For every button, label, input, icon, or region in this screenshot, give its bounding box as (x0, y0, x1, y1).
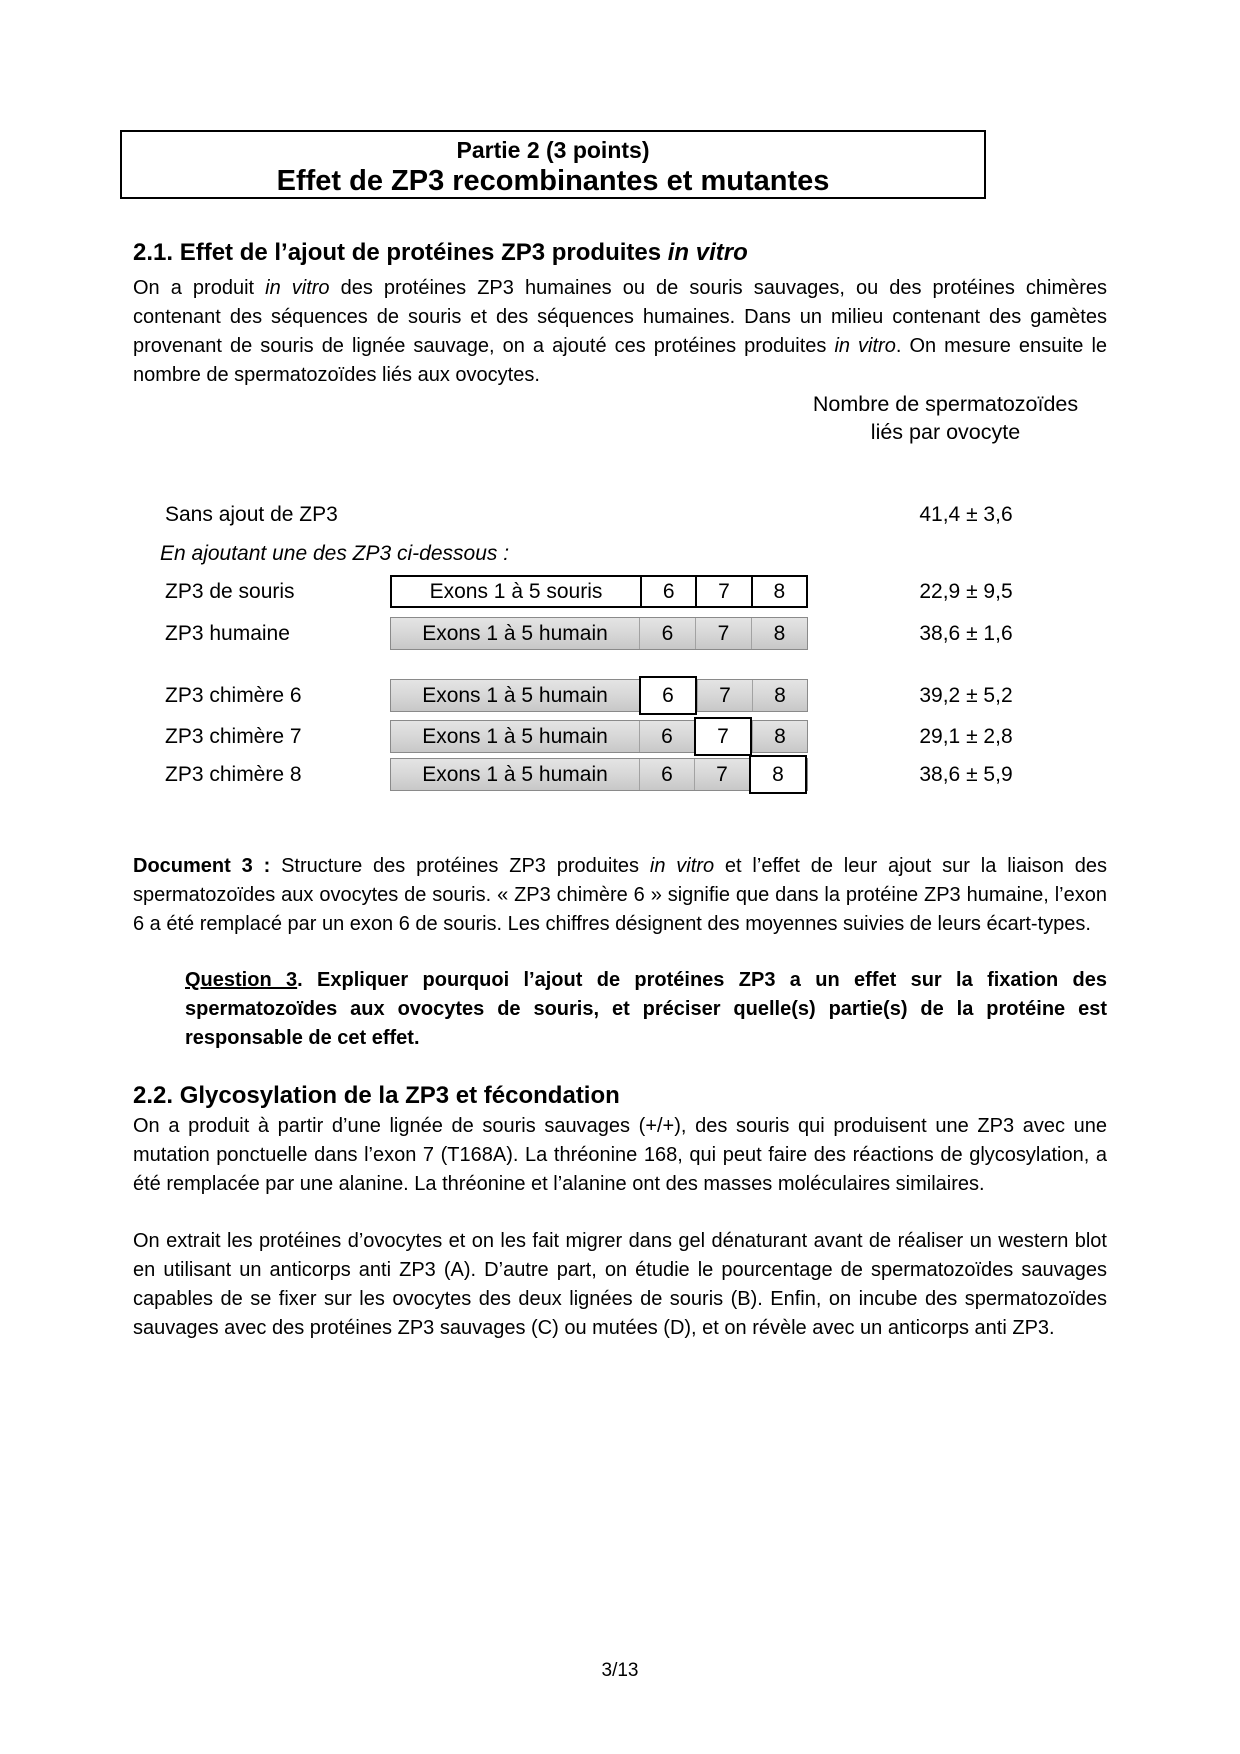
exon-bar: Exons 1 à 5 humain 6 7 8 (390, 755, 808, 794)
exon-cell-highlighted: 7 (694, 717, 752, 756)
question3-text: Question 3. Expliquer pourquoi l’ajout d… (185, 969, 1107, 1049)
baseline-value: 41,4 ± 3,6 (919, 503, 1013, 526)
exon-cell: 6 (639, 618, 695, 649)
exon-bar: Exons 1 à 5 humain 6 7 8 (390, 676, 808, 715)
section-2-2-heading: 2.2. Glycosylation de la ZP3 et fécondat… (133, 1082, 620, 1109)
baseline-row: Sans ajout de ZP3 41,4 ± 3,6 (133, 498, 1107, 531)
row-value: 29,1 ± 2,8 (919, 725, 1013, 748)
protein-row: ZP3 chimère 6 Exons 1 à 5 humain 6 7 8 3… (133, 676, 1107, 715)
exon-bar: Exons 1 à 5 humain 6 7 8 (390, 617, 808, 650)
row-label: ZP3 chimère 7 (165, 725, 302, 748)
exon-bar: Exons 1 à 5 humain 6 7 8 (390, 717, 808, 756)
row-value: 38,6 ± 1,6 (919, 622, 1013, 645)
exon-cell: 8 (750, 577, 806, 606)
section-2-2-paragraph-1: On a produit à partir d’une lignée de so… (133, 1115, 1107, 1195)
exon-segment: Exons 1 à 5 humain (422, 724, 608, 748)
protein-row: ZP3 de souris Exons 1 à 5 souris 6 7 8 2… (133, 575, 1107, 608)
protein-row: ZP3 chimère 8 Exons 1 à 5 humain 6 7 8 3… (133, 755, 1107, 794)
exon-cell: 6 (640, 577, 695, 606)
figure-column-header-line1: Nombre de spermatozoïdes (812, 392, 1079, 416)
exon-cell: 8 (751, 618, 807, 649)
exon-cell: 6 (639, 721, 694, 752)
row-label: ZP3 de souris (165, 580, 295, 603)
exon-cell: 7 (697, 680, 752, 711)
exon-cell: 7 (695, 577, 750, 606)
row-value: 38,6 ± 5,9 (919, 763, 1013, 786)
document3-caption: Document 3 : Structure des protéines ZP3… (133, 855, 1107, 935)
protein-row: ZP3 chimère 7 Exons 1 à 5 humain 6 7 8 2… (133, 717, 1107, 756)
part-subtitle: Effet de ZP3 recombinantes et mutantes (276, 165, 830, 197)
row-label: ZP3 humaine (165, 622, 290, 645)
figure-intro: En ajoutant une des ZP3 ci-dessous : (160, 542, 510, 565)
page-number: 3/13 (601, 1660, 639, 1681)
row-label: ZP3 chimère 6 (165, 684, 302, 707)
exon-cell: 6 (639, 759, 694, 790)
figure-column-header: Nombre de spermatozoïdes liés par ovocyt… (773, 390, 1118, 446)
exon-segment: Exons 1 à 5 humain (422, 621, 608, 645)
row-value: 39,2 ± 5,2 (919, 684, 1013, 707)
exon-cell-highlighted: 6 (639, 676, 697, 715)
exon-cell-highlighted: 8 (749, 755, 807, 794)
title-box: Partie 2 (3 points) Effet de ZP3 recombi… (120, 130, 986, 199)
exon-segment: Exons 1 à 5 humain (422, 683, 608, 707)
protein-row: ZP3 humaine Exons 1 à 5 humain 6 7 8 38,… (133, 617, 1107, 650)
exon-cell: 7 (695, 618, 751, 649)
section-2-1-paragraph: On a produit in vitro des protéines ZP3 … (133, 277, 1108, 386)
exon-segment: Exons 1 à 5 souris (429, 579, 603, 603)
baseline-label: Sans ajout de ZP3 (165, 503, 338, 526)
exon-cell: 8 (752, 721, 807, 752)
exon-bar: Exons 1 à 5 souris 6 7 8 (390, 575, 808, 608)
figure-document3: Nombre de spermatozoïdes liés par ovocyt… (133, 390, 1107, 802)
exon-cell: 7 (694, 759, 749, 790)
row-label: ZP3 chimère 8 (165, 763, 302, 786)
section-2-1-heading: 2.1. Effet de l’ajout de protéines ZP3 p… (133, 239, 748, 266)
exon-cell: 8 (752, 680, 807, 711)
part-title: Partie 2 (3 points) (456, 137, 650, 163)
figure-column-header-line2: liés par ovocyte (870, 420, 1021, 444)
section-2-2-paragraph-2: On extrait les protéines d’ovocytes et o… (133, 1230, 1107, 1339)
exon-segment: Exons 1 à 5 humain (422, 762, 608, 786)
row-value: 22,9 ± 9,5 (919, 580, 1013, 603)
